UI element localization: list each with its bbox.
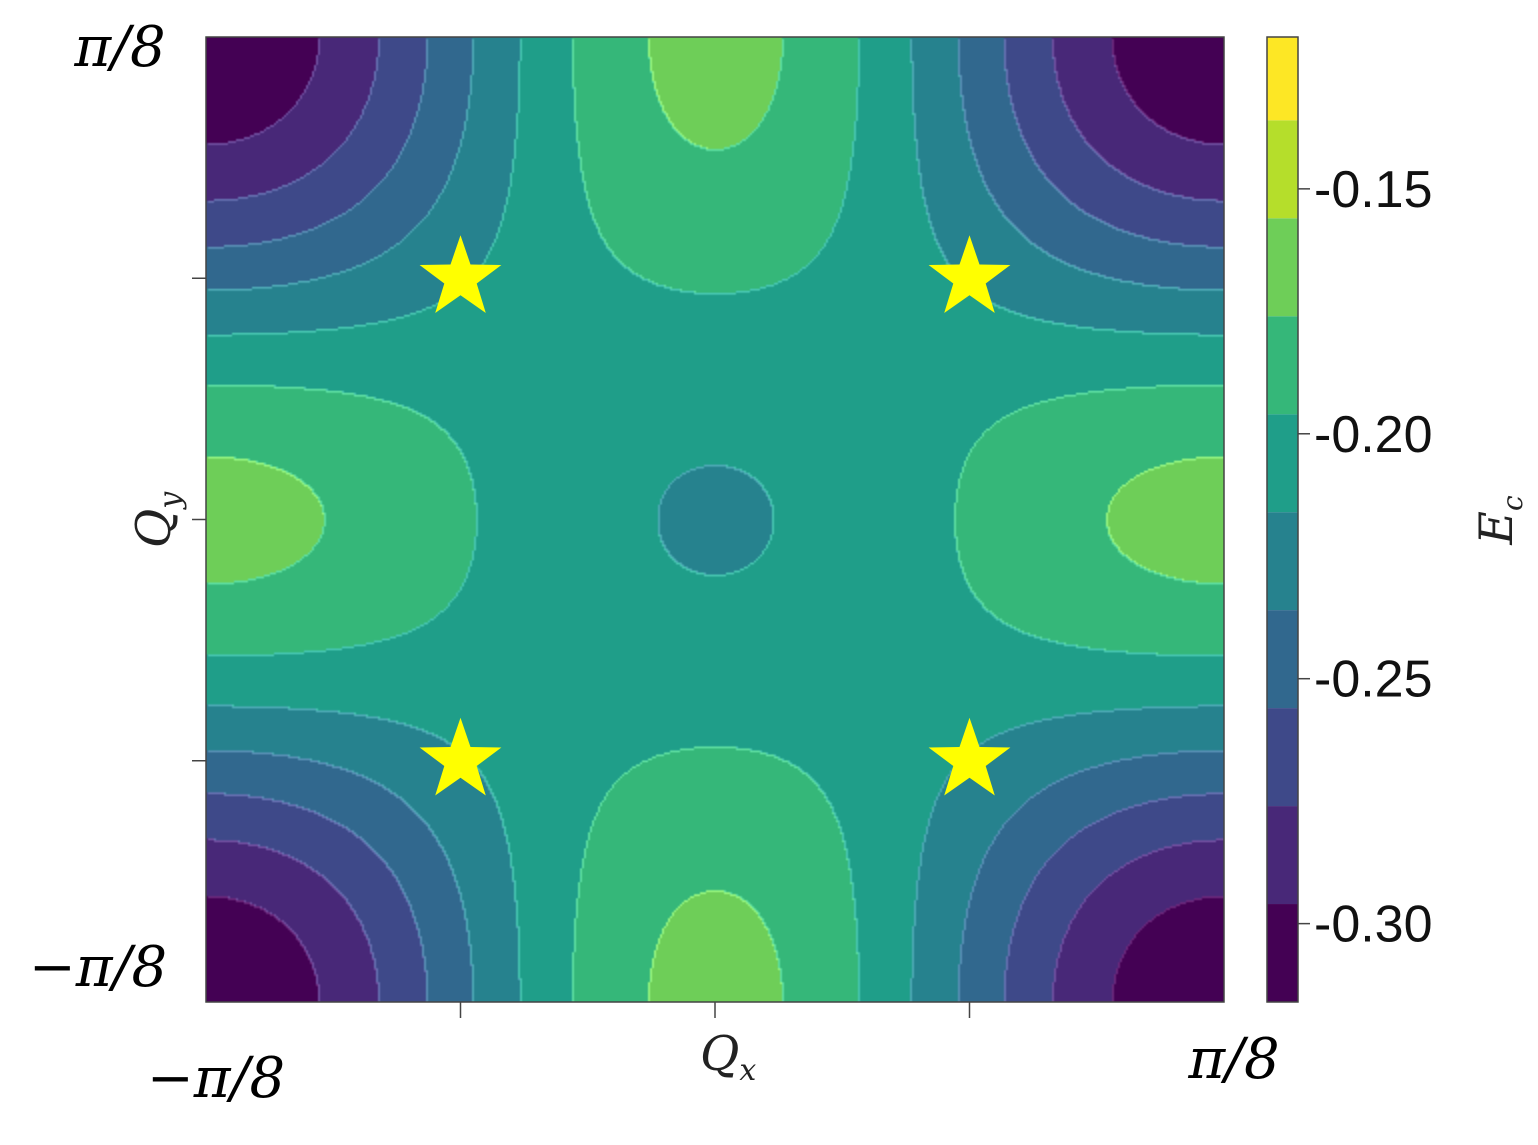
colorbar-band-4 [1267,610,1298,709]
x-axis-ticks [459,1002,971,1018]
y-tick-label-bottom: −π/8 [29,935,167,1000]
colorbar-band-10 [1267,37,1298,121]
x-axis-title: Qx [700,1026,756,1088]
colorbar-tick-label-2: -0.20 [1314,406,1433,464]
colorbar-band-5 [1267,512,1298,611]
x-axis-title-sub: x [739,1053,756,1088]
colorbar-band-7 [1267,316,1298,415]
minimum-star-marker-2 [928,235,1011,313]
y-axis-ticks [192,277,206,762]
x-tick-label-right: π/8 [1187,1027,1279,1092]
svg-text:Ec: Ec [1469,495,1529,546]
colorbar-frame [1266,36,1299,1003]
colorbar-band-2 [1267,806,1298,905]
colorbar-band-8 [1267,218,1298,317]
minimum-star-marker-4 [928,717,1011,796]
colorbar-ticks: -0.15 -0.20 -0.25 -0.30 [1298,161,1433,954]
svg-text:Qy: Qy [126,491,188,548]
x-tick-label-left: −π/8 [147,1046,285,1111]
contour-plot-area [206,37,1224,1002]
y-axis-title-sub: y [153,491,188,511]
colorbar-tick-label-4: -0.30 [1314,896,1433,954]
colorbar-title-sub: c [1496,495,1529,511]
colorbar-title-main: E [1469,511,1523,546]
contour-field [206,37,1224,1002]
colorbar-band-1 [1267,904,1298,1002]
colorbar [1267,37,1298,1002]
x-axis-title-main: Q [700,1026,739,1082]
y-axis-title-main: Q [126,509,182,548]
svg-text:Qx: Qx [700,1026,756,1088]
colorbar-title: Ec [1469,495,1529,546]
colorbar-tick-label-3: -0.25 [1314,651,1433,709]
minimum-star-marker-3 [419,717,502,796]
colorbar-band-3 [1267,708,1298,807]
minima-markers [419,235,1011,796]
colorbar-tick-label-1: -0.15 [1314,161,1433,219]
colorbar-band-6 [1267,414,1298,513]
colorbar-band-9 [1267,120,1298,219]
minimum-star-marker-1 [419,235,502,313]
y-axis-title: Qy [126,491,188,548]
y-tick-label-top: π/8 [73,15,165,80]
